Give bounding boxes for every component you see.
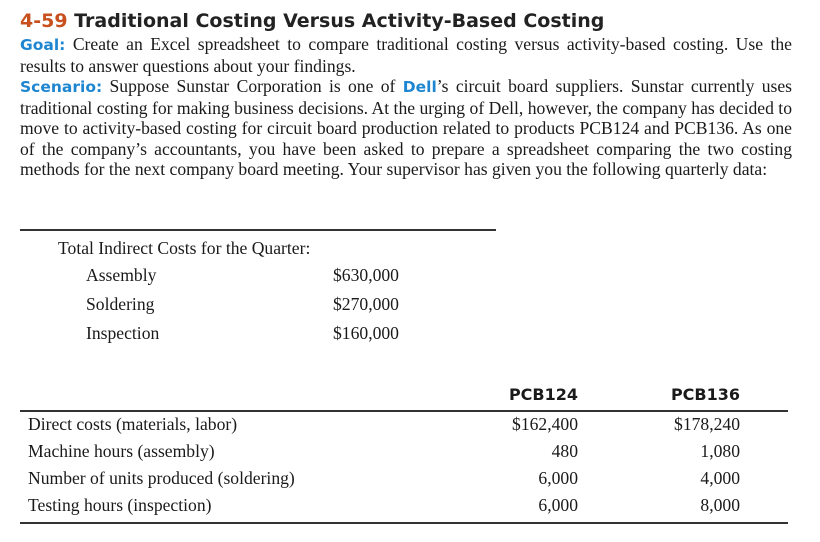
indirect-costs-table: Total Indirect Costs for the Quarter: As… [20, 229, 496, 343]
column-header-pcb124: PCB124 [508, 385, 578, 404]
indirect-row-amount: $270,000 [333, 294, 399, 314]
exercise-page: 4-59 Traditional Costing Versus Activity… [20, 8, 792, 180]
table-row: Direct costs (materials, labor) $162,400… [20, 414, 788, 440]
row-label: Testing hours (inspection) [28, 495, 212, 515]
indirect-row-amount: $160,000 [333, 323, 399, 343]
indirect-row-name: Soldering [86, 294, 155, 314]
indirect-costs-label: Total Indirect Costs for the Quarter: [58, 238, 311, 258]
cell-pcb124: $162,400 [512, 414, 578, 434]
indirect-row-name: Assembly [86, 265, 157, 285]
indirect-row-amount: $630,000 [333, 265, 399, 285]
row-label: Direct costs (materials, labor) [28, 414, 238, 434]
table-row: Testing hours (inspection) 6,000 8,000 [20, 495, 788, 521]
exercise-title: Traditional Costing Versus Activity-Base… [74, 10, 605, 32]
goal-text: Create an Excel spreadsheet to compare t… [20, 34, 792, 76]
indirect-row: Soldering $270,000 [20, 294, 496, 318]
row-label: Machine hours (assembly) [28, 441, 215, 461]
cell-pcb136: $178,240 [674, 414, 740, 434]
scenario-text-after: ’s circuit board suppliers. Sunstar curr… [20, 76, 793, 179]
cell-pcb136: 1,080 [700, 441, 740, 461]
cell-pcb136: 4,000 [700, 468, 740, 488]
cell-pcb136: 8,000 [700, 495, 740, 515]
table-row: Machine hours (assembly) 480 1,080 [20, 441, 788, 467]
bottom-rule [20, 522, 788, 524]
goal-label: Goal: [20, 36, 66, 54]
scenario-paragraph: Scenario: Suppose Sunstar Corporation is… [20, 76, 792, 180]
goal-paragraph: Goal: Create an Excel spreadsheet to com… [20, 34, 792, 76]
cell-pcb124: 6,000 [538, 495, 578, 515]
cell-pcb124: 480 [551, 441, 578, 461]
indirect-row: Inspection $160,000 [20, 323, 496, 347]
indirect-top-rule [20, 229, 496, 231]
table-row: Number of units produced (soldering) 6,0… [20, 468, 788, 494]
indirect-row-name: Inspection [86, 323, 160, 343]
header-rule [20, 410, 788, 412]
scenario-brand: Dell [402, 78, 437, 96]
exercise-heading: 4-59 Traditional Costing Versus Activity… [20, 8, 792, 34]
cell-pcb124: 6,000 [538, 468, 578, 488]
exercise-number: 4-59 [20, 10, 68, 32]
scenario-text-before: Suppose Sunstar Corporation is one of [109, 76, 396, 96]
scenario-label: Scenario: [20, 78, 103, 96]
row-label: Number of units produced (soldering) [28, 468, 295, 488]
indirect-row: Assembly $630,000 [20, 265, 496, 289]
column-header-pcb136: PCB136 [670, 385, 740, 404]
